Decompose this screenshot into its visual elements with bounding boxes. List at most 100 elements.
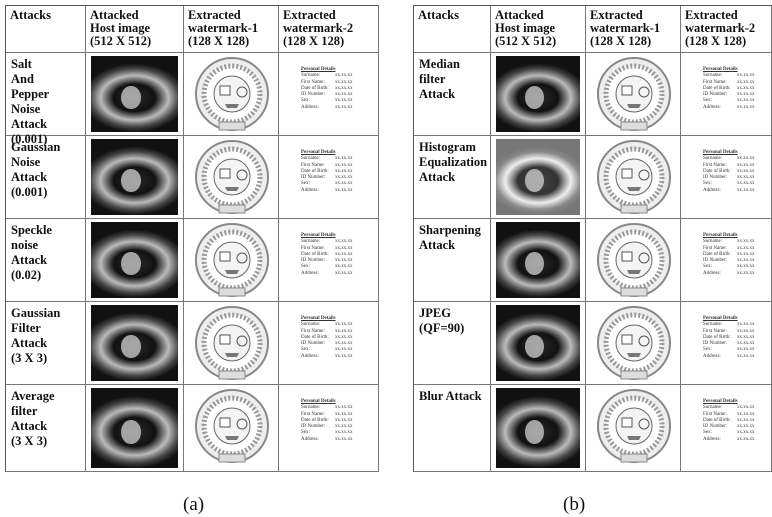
emblem [189,388,275,464]
field-name: Date of Birth: [301,252,329,257]
field-name: Surname: [301,405,320,410]
host-image [496,139,580,215]
field-name: First Name: [703,329,727,334]
watermark1-cell [586,302,681,385]
attack-label: Average filter Attack (3 X 3) [6,385,86,472]
field-name: Surname: [301,239,320,244]
attack-label: Salt And Pepper Noise Attack (0.001) [6,53,86,136]
fetus-shape [525,252,543,275]
attack-label: Blur Attack [414,385,491,472]
watermark-field: Address:xx.xx.xx [703,437,738,443]
field-name: Surname: [301,156,320,161]
field-value: xx.xx.xx [335,271,353,277]
header-cell: Extracted watermark-1 (128 X 128) [184,6,279,53]
field-name: First Name: [301,163,325,168]
host-image-cell [491,385,586,472]
field-name: Address: [703,188,721,193]
field-name: Sex: [301,347,310,352]
emblem [189,222,275,298]
header-cell: Attacks [414,6,491,53]
field-name: First Name: [301,329,325,334]
header-cell: Extracted watermark-1 (128 X 128) [586,6,681,53]
field-name: Sex: [301,264,310,269]
watermark1-image [189,56,275,137]
emblem [189,305,275,381]
watermark2-cell: Personal DetailsSurname:xx.xx.xxFirst Na… [279,219,379,302]
field-name: First Name: [301,80,325,85]
field-name: Sex: [703,98,712,103]
watermark2-cell: Personal DetailsSurname:xx.xx.xxFirst Na… [681,302,772,385]
field-name: First Name: [301,246,325,251]
watermark2-image: Personal DetailsSurname:xx.xx.xxFirst Na… [301,399,336,443]
host-image-cell [491,302,586,385]
host-image [91,305,178,381]
field-name: Sex: [301,430,310,435]
watermark-field: Address:xx.xx.xx [703,188,738,194]
watermark1-image [189,222,275,303]
watermark1-cell [184,53,279,136]
field-name: Sex: [301,181,310,186]
watermark1-cell [184,219,279,302]
field-name: Sex: [703,347,712,352]
watermark2-image: Personal DetailsSurname:xx.xx.xxFirst Na… [703,316,738,360]
field-name: Sex: [703,181,712,186]
page: html, body { margin: 0; padding: 0; back… [0,0,772,517]
watermark2-cell: Personal DetailsSurname:xx.xx.xxFirst Na… [681,385,772,472]
figure: {"tables": [ {"header": ["Attacks", "Att… [0,0,772,517]
field-value: xx.xx.xx [335,354,353,360]
field-name: First Name: [703,246,727,251]
field-name: Date of Birth: [301,335,329,340]
field-name: Sex: [703,430,712,435]
host-image-cell [86,302,184,385]
field-name: Date of Birth: [703,86,731,91]
emblem [591,388,677,464]
host-image [91,388,178,468]
field-name: Date of Birth: [301,418,329,423]
watermark1-image [189,139,275,220]
field-name: Date of Birth: [703,252,731,257]
field-name: Address: [301,271,319,276]
caption: (a) [183,494,204,516]
host-image [496,305,580,381]
field-name: Surname: [703,405,722,410]
field-name: ID Number: [301,258,325,263]
attack-label: Gaussian Filter Attack (3 X 3) [6,302,86,385]
field-name: Surname: [301,322,320,327]
fetus-shape [121,169,140,192]
header-cell: Extracted watermark-2 (128 X 128) [279,6,379,53]
field-name: Surname: [703,239,722,244]
fetus-shape [121,420,140,444]
watermark1-cell [586,219,681,302]
host-image-cell [86,219,184,302]
header-cell: Attacked Host image (512 X 512) [491,6,586,53]
field-value: xx.xx.xx [737,105,755,111]
host-image-cell [491,53,586,136]
watermark2-image: Personal DetailsSurname:xx.xx.xxFirst Na… [301,316,336,360]
field-name: ID Number: [703,175,727,180]
field-name: First Name: [703,80,727,85]
watermark2-cell: Personal DetailsSurname:xx.xx.xxFirst Na… [279,136,379,219]
watermark-field: Address:xx.xx.xx [301,105,336,111]
watermark2-cell: Personal DetailsSurname:xx.xx.xxFirst Na… [279,385,379,472]
emblem [189,139,275,215]
watermark1-image [591,56,677,137]
watermark2-image: Personal DetailsSurname:xx.xx.xxFirst Na… [703,233,738,277]
watermark1-image [591,388,677,469]
field-value: xx.xx.xx [737,354,755,360]
field-name: Surname: [703,322,722,327]
field-name: First Name: [301,412,325,417]
field-value: xx.xx.xx [737,271,755,277]
watermark-field: Address:xx.xx.xx [301,271,336,277]
field-name: First Name: [703,412,727,417]
host-image-cell [86,53,184,136]
attack-label: Histogram Equalization Attack [414,136,491,219]
watermark1-cell [586,385,681,472]
field-value: xx.xx.xx [737,188,755,194]
field-name: ID Number: [703,341,727,346]
watermark2-image: Personal DetailsSurname:xx.xx.xxFirst Na… [703,150,738,194]
